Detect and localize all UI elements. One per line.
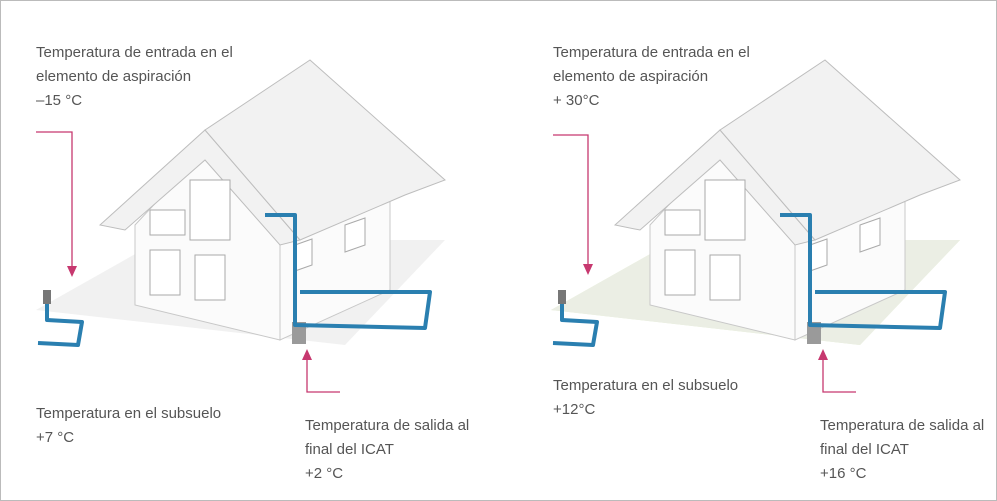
outlet-label: Temperatura de salida al <box>305 417 469 434</box>
arrow <box>822 358 856 393</box>
subsoil-label: +7 °C <box>36 429 74 446</box>
outlet-label: Temperatura de salida al <box>820 417 984 434</box>
outlet-label: +2 °C <box>305 465 343 482</box>
arrowhead <box>302 349 312 360</box>
outlet-label: +16 °C <box>820 465 867 482</box>
inlet-label: elemento de aspiración <box>36 68 191 85</box>
arrow <box>306 358 340 393</box>
arrowhead <box>583 264 593 275</box>
subsoil-label: Temperatura en el subsuelo <box>36 405 221 422</box>
inlet-label: Temperatura de entrada en el <box>553 44 750 61</box>
arrow <box>553 134 589 266</box>
inlet-label: Temperatura de entrada en el <box>36 44 233 61</box>
outlet-label: final del ICAT <box>820 441 909 458</box>
subsoil-label: Temperatura en el subsuelo <box>553 377 738 394</box>
subsoil-label: +12°C <box>553 401 595 418</box>
arrow <box>36 131 73 268</box>
inlet-label: elemento de aspiración <box>553 68 708 85</box>
outlet-label: final del ICAT <box>305 441 394 458</box>
arrowhead <box>67 266 77 277</box>
inlet-label: + 30°C <box>553 92 600 109</box>
arrowhead <box>818 349 828 360</box>
inlet-label: –15 °C <box>36 92 82 109</box>
